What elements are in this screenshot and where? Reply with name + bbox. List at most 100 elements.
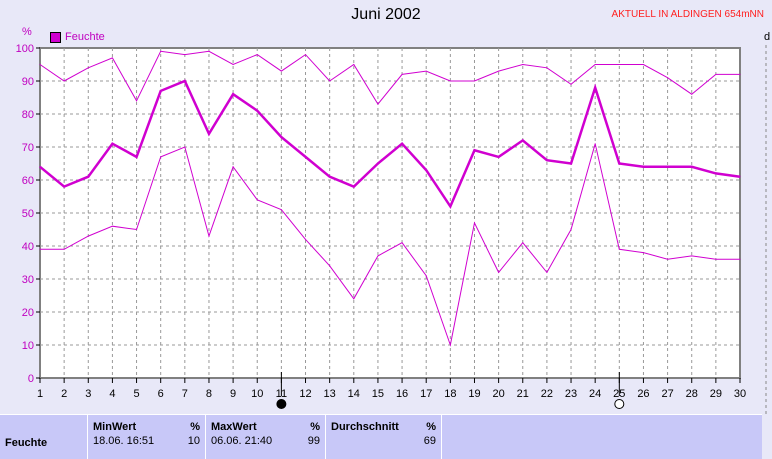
data-point-mean [329, 176, 331, 178]
data-point-max [425, 70, 427, 72]
data-point-mean [305, 156, 307, 158]
legend-label: Feuchte [65, 31, 105, 43]
x-tick-label: 8 [206, 388, 212, 400]
x-tick-label: 4 [109, 388, 115, 400]
data-point-min [691, 255, 693, 257]
data-point-max [136, 100, 138, 102]
min-header: MinWert [93, 421, 137, 433]
data-point-max [63, 80, 65, 82]
data-point-mean [594, 87, 596, 89]
y-tick-label: 10 [22, 340, 34, 352]
x-tick-label: 5 [133, 388, 139, 400]
x-tick-label: 7 [182, 388, 188, 400]
data-point-mean [498, 156, 500, 158]
y-tick-label: 40 [22, 241, 34, 253]
chart-title: Juni 2002 [351, 6, 421, 23]
data-point-mean [184, 80, 186, 82]
data-point-mean [377, 163, 379, 164]
data-point-mean [425, 169, 427, 171]
data-point-min [401, 242, 403, 244]
data-point-min [39, 248, 41, 250]
row-label: Feuchte [0, 415, 88, 459]
data-point-max [594, 64, 596, 65]
y-tick-label: 100 [16, 43, 34, 55]
x-tick-label: 30 [734, 388, 746, 400]
data-point-min [280, 209, 282, 211]
data-point-mean [63, 186, 65, 188]
data-point-mean [353, 186, 355, 188]
data-point-min [160, 156, 162, 158]
data-point-min [449, 344, 451, 346]
x-tick-label: 21 [517, 388, 529, 400]
data-point-max [473, 80, 475, 82]
data-point-mean [642, 166, 644, 168]
series-line-min [40, 143, 740, 347]
x-tick-label: 27 [661, 388, 673, 400]
data-point-mean [449, 205, 451, 207]
legend: Feuchte [50, 31, 105, 43]
avg-value: 69 [423, 435, 436, 447]
data-point-min [63, 248, 65, 250]
x-tick-label: 9 [230, 388, 236, 400]
x-tick-label: 14 [348, 388, 360, 400]
data-point-max [449, 80, 451, 82]
series-line-mean [39, 79, 741, 210]
avg-unit: % [426, 421, 436, 433]
x-tick-label: 13 [324, 388, 336, 400]
data-point-max [111, 57, 113, 59]
x-tick-label: 15 [372, 388, 384, 400]
x-tick-label: 19 [468, 388, 480, 400]
x-tick-label: 17 [420, 388, 432, 400]
data-point-min [642, 252, 644, 254]
data-point-mean [136, 156, 138, 158]
data-point-max [618, 64, 620, 65]
data-point-max [667, 77, 669, 79]
data-point-max [739, 73, 741, 75]
data-point-min [208, 235, 210, 237]
data-point-min [329, 265, 331, 267]
data-point-min [739, 258, 741, 260]
x-tick-label: 26 [637, 388, 649, 400]
y-tick-label: 70 [22, 142, 34, 154]
data-point-min [87, 235, 89, 237]
data-point-min [570, 229, 572, 230]
x-tick-label: 24 [589, 388, 601, 400]
data-point-min [715, 258, 717, 260]
min-value: 10 [187, 435, 200, 447]
data-point-mean [256, 110, 258, 112]
data-point-mean [546, 159, 548, 161]
data-point-mean [667, 166, 669, 168]
data-point-min [667, 258, 669, 260]
data-point-min [232, 166, 234, 168]
data-point-mean [208, 133, 210, 135]
x-tick-label: 23 [565, 388, 577, 400]
data-point-mean [87, 176, 89, 178]
x-tick-label: 1 [37, 388, 43, 400]
data-point-mean [232, 93, 234, 95]
stats-table: Feuchte MinWert% 18.06. 16:51 10 MaxWert%… [0, 414, 762, 459]
y-tick-label: 50 [22, 208, 34, 220]
data-point-mean [570, 163, 572, 164]
min-time: 18.06. 16:51 [93, 435, 155, 447]
data-point-max [280, 70, 282, 72]
y-unit-label: % [22, 26, 32, 38]
data-point-max [256, 54, 258, 56]
data-point-min [256, 199, 258, 201]
data-point-mean [111, 143, 113, 145]
data-point-max [401, 73, 403, 75]
max-unit: % [310, 421, 320, 433]
data-point-mean [715, 172, 717, 174]
legend-swatch [50, 31, 61, 43]
x-tick-label: 29 [710, 388, 722, 400]
y-tick-label: 30 [22, 274, 34, 286]
data-point-min [498, 271, 500, 273]
y-tick-label: 90 [22, 76, 34, 88]
x-tick-label: 2 [61, 388, 67, 400]
data-point-max [208, 50, 210, 52]
data-point-max [160, 50, 162, 52]
data-point-mean [280, 136, 282, 138]
y-tick-label: 0 [28, 373, 34, 385]
max-header: MaxWert [211, 421, 257, 433]
data-point-min [473, 222, 475, 224]
